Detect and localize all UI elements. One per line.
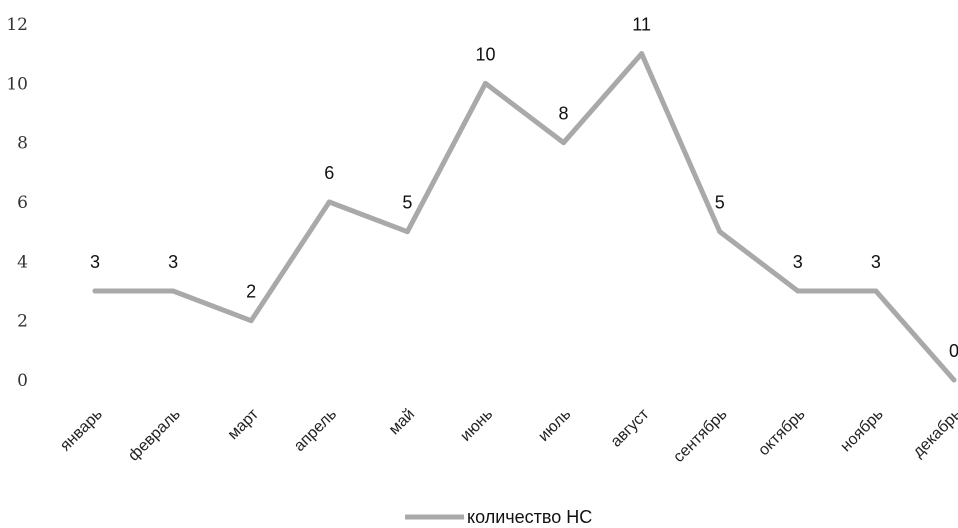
x-tick-label: июнь (457, 406, 496, 445)
data-label: 0 (949, 341, 958, 361)
x-tick-label: март (225, 405, 263, 443)
y-tick-label: 4 (17, 252, 28, 272)
x-tick-label: февраль (125, 406, 184, 465)
data-point (404, 229, 410, 235)
y-tick-label: 2 (17, 312, 28, 332)
data-point (170, 288, 176, 294)
y-tick-label: 6 (17, 193, 28, 213)
x-axis-ticks: январь февраль март апрель май июнь июль август… (57, 405, 958, 466)
series-line (92, 51, 957, 383)
x-tick-label: сентябрь (670, 406, 730, 466)
y-axis-ticks: 0 2 4 6 8 10 12 (6, 15, 28, 391)
data-label: 8 (559, 104, 569, 124)
legend: количество НС (405, 507, 592, 527)
data-label: 3 (168, 252, 178, 272)
data-label: 5 (402, 193, 412, 213)
x-tick-label: декабрь (910, 406, 958, 461)
data-label: 6 (324, 163, 334, 183)
x-tick-label: апрель (291, 406, 340, 455)
x-tick-label: июль (535, 406, 574, 445)
data-label: 11 (632, 15, 651, 35)
data-point (561, 140, 567, 146)
data-point (795, 288, 801, 294)
y-tick-label: 8 (17, 134, 28, 154)
y-tick-label: 12 (6, 15, 28, 35)
data-labels: 3 3 2 6 5 10 8 11 5 3 3 0 (90, 15, 958, 361)
y-tick-label: 10 (6, 74, 28, 94)
data-point (482, 80, 488, 86)
data-label: 3 (90, 252, 100, 272)
data-label: 3 (793, 252, 803, 272)
data-point (951, 377, 957, 383)
legend-label: количество НС (467, 507, 592, 527)
data-label: 5 (715, 193, 725, 213)
data-point (248, 318, 254, 324)
x-tick-label: октябрь (755, 406, 808, 459)
data-label: 2 (246, 282, 256, 302)
data-point (717, 229, 723, 235)
data-label: 3 (871, 252, 881, 272)
data-point (92, 288, 98, 294)
data-label: 10 (475, 44, 495, 64)
x-tick-label: август (608, 405, 653, 450)
y-tick-label: 0 (17, 371, 28, 391)
x-tick-label: ноябрь (837, 406, 886, 455)
data-point (873, 288, 879, 294)
data-point (326, 199, 332, 205)
data-point (639, 51, 645, 57)
x-tick-label: май (386, 406, 418, 438)
x-tick-label: январь (57, 406, 106, 455)
series-layer (92, 51, 957, 383)
